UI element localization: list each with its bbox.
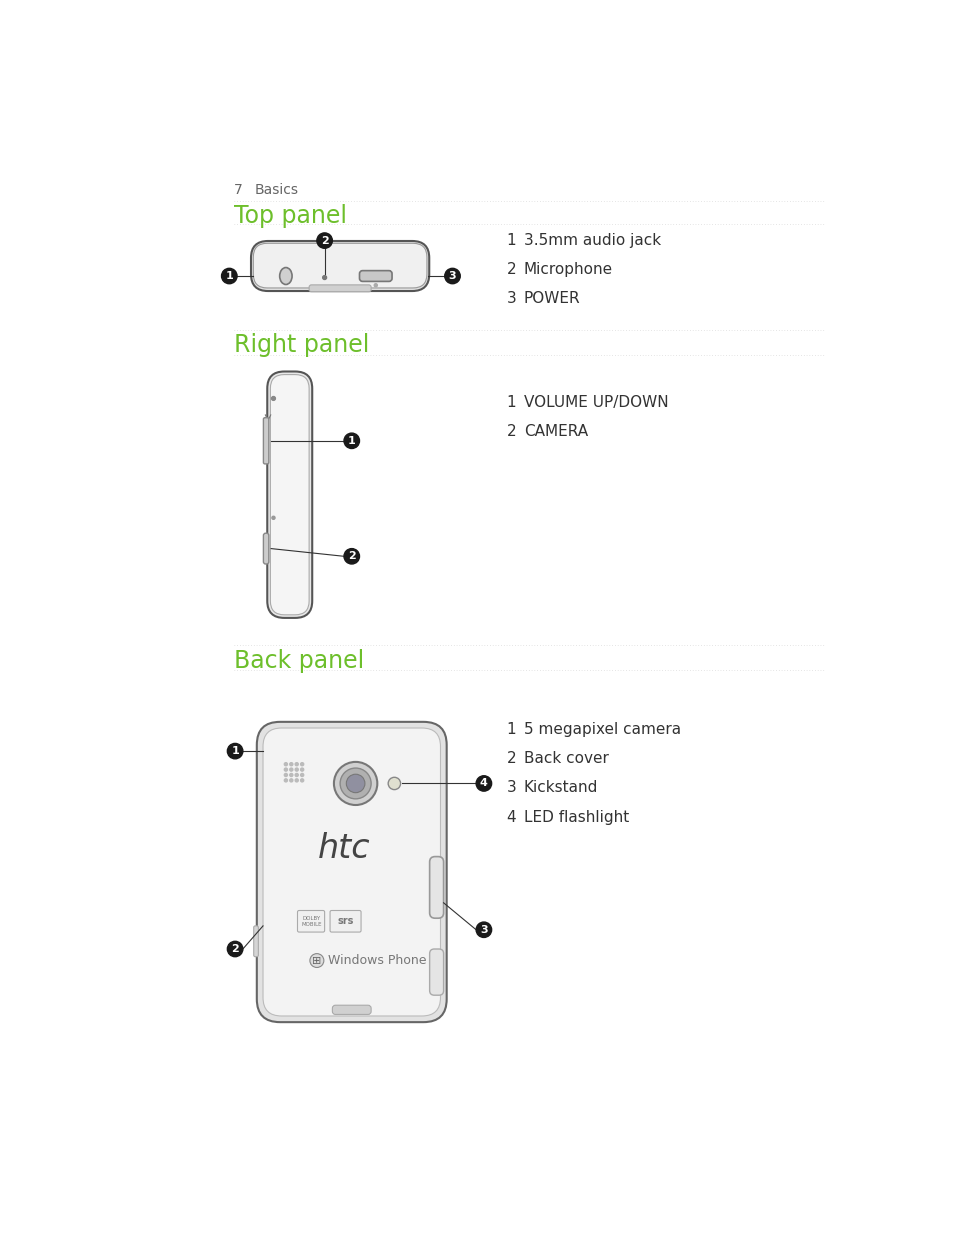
Circle shape <box>294 773 298 777</box>
Text: 2: 2 <box>231 944 239 953</box>
Circle shape <box>227 941 243 957</box>
FancyBboxPatch shape <box>256 721 446 1023</box>
Text: 2: 2 <box>320 236 328 246</box>
FancyBboxPatch shape <box>332 1005 371 1014</box>
FancyBboxPatch shape <box>263 417 269 464</box>
Text: 5 megapixel camera: 5 megapixel camera <box>523 721 680 737</box>
Text: 3: 3 <box>506 291 516 306</box>
Circle shape <box>300 768 303 771</box>
Circle shape <box>340 768 371 799</box>
Circle shape <box>344 548 359 564</box>
Text: 4: 4 <box>506 810 516 825</box>
FancyBboxPatch shape <box>297 910 324 932</box>
Text: 1: 1 <box>506 233 516 248</box>
Text: 2: 2 <box>506 751 516 766</box>
Circle shape <box>300 763 303 766</box>
Text: 1: 1 <box>225 270 233 282</box>
Circle shape <box>476 776 491 792</box>
Circle shape <box>374 284 377 287</box>
FancyBboxPatch shape <box>253 243 427 288</box>
Text: 1: 1 <box>506 395 516 410</box>
Text: VOLUME UP/DOWN: VOLUME UP/DOWN <box>523 395 668 410</box>
Circle shape <box>290 763 293 766</box>
Circle shape <box>227 743 243 758</box>
Text: Windows Phone: Windows Phone <box>328 955 427 967</box>
Text: DOLBY
MOBILE: DOLBY MOBILE <box>301 916 321 926</box>
FancyBboxPatch shape <box>263 727 440 1016</box>
Circle shape <box>388 777 400 789</box>
Text: Top panel: Top panel <box>233 204 347 227</box>
Text: Right panel: Right panel <box>233 333 369 357</box>
FancyBboxPatch shape <box>359 270 392 282</box>
FancyBboxPatch shape <box>330 910 360 932</box>
Circle shape <box>300 779 303 782</box>
Text: 1: 1 <box>231 746 239 756</box>
Text: POWER: POWER <box>523 291 579 306</box>
FancyBboxPatch shape <box>263 534 269 564</box>
Text: CAMERA: CAMERA <box>523 424 587 438</box>
Text: 2: 2 <box>506 424 516 438</box>
Text: 1: 1 <box>506 721 516 737</box>
Circle shape <box>284 763 287 766</box>
Circle shape <box>344 433 359 448</box>
Text: 1: 1 <box>348 436 355 446</box>
Text: Back cover: Back cover <box>523 751 608 766</box>
FancyBboxPatch shape <box>253 926 258 957</box>
Text: Microphone: Microphone <box>523 262 612 277</box>
Circle shape <box>284 773 287 777</box>
Circle shape <box>290 773 293 777</box>
Text: 4: 4 <box>479 778 487 788</box>
FancyBboxPatch shape <box>267 372 312 618</box>
FancyBboxPatch shape <box>270 374 309 615</box>
Text: 2: 2 <box>506 262 516 277</box>
FancyBboxPatch shape <box>429 857 443 918</box>
Circle shape <box>346 774 365 793</box>
FancyBboxPatch shape <box>251 241 429 291</box>
Circle shape <box>294 779 298 782</box>
Circle shape <box>300 773 303 777</box>
Circle shape <box>476 923 491 937</box>
Text: 2: 2 <box>348 551 355 561</box>
Circle shape <box>221 268 236 284</box>
Circle shape <box>444 268 459 284</box>
Text: Kickstand: Kickstand <box>523 781 598 795</box>
Text: 3: 3 <box>479 925 487 935</box>
Text: htc: htc <box>317 832 370 866</box>
Circle shape <box>310 953 323 967</box>
Ellipse shape <box>279 268 292 284</box>
Circle shape <box>284 779 287 782</box>
Circle shape <box>334 762 377 805</box>
Circle shape <box>272 516 274 520</box>
FancyBboxPatch shape <box>429 948 443 995</box>
Text: 3: 3 <box>448 270 456 282</box>
Circle shape <box>316 233 332 248</box>
Circle shape <box>284 768 287 771</box>
Text: Basics: Basics <box>254 183 298 196</box>
Text: ⊞: ⊞ <box>312 956 321 966</box>
Circle shape <box>322 275 326 279</box>
Circle shape <box>272 396 275 400</box>
Text: 3: 3 <box>506 781 516 795</box>
Circle shape <box>290 779 293 782</box>
Text: 3.5mm audio jack: 3.5mm audio jack <box>523 233 660 248</box>
Text: Back panel: Back panel <box>233 648 364 673</box>
Circle shape <box>290 768 293 771</box>
Circle shape <box>294 768 298 771</box>
Circle shape <box>294 763 298 766</box>
FancyBboxPatch shape <box>309 285 371 291</box>
Text: LED flashlight: LED flashlight <box>523 810 628 825</box>
Text: srs: srs <box>337 916 354 926</box>
Text: 7: 7 <box>233 183 242 196</box>
